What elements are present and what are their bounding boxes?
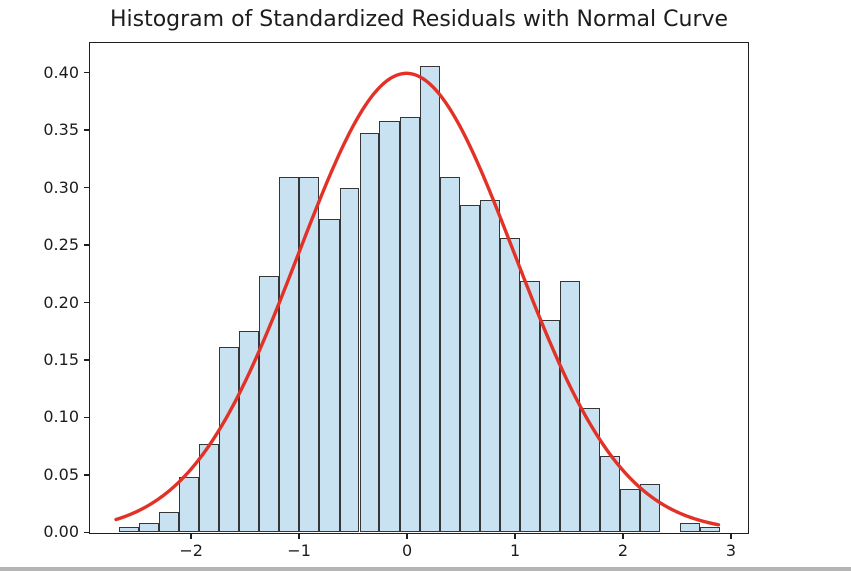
y-tick-label: 0.40 <box>43 62 79 82</box>
x-tick-mark <box>406 534 408 539</box>
y-tick-label: 0.05 <box>43 464 79 484</box>
histogram-bar <box>439 176 460 532</box>
x-tick-label: 2 <box>617 541 629 560</box>
x-tick-mark <box>298 534 300 539</box>
histogram-bar <box>459 205 480 532</box>
x-tick-label: −2 <box>179 541 203 560</box>
y-tick-label: 0.30 <box>43 177 79 197</box>
window-edge <box>0 567 851 571</box>
x-tick-label: 1 <box>509 541 521 560</box>
histogram-bar <box>559 281 580 532</box>
x-tick-label: 3 <box>725 541 737 560</box>
histogram-bar <box>279 176 300 532</box>
histogram-bar <box>479 199 500 532</box>
histogram-bar <box>139 522 160 532</box>
histogram-bar <box>639 483 660 532</box>
y-tick-mark <box>84 359 89 361</box>
y-tick-label: 0.10 <box>43 407 79 427</box>
histogram-bar <box>319 219 340 532</box>
y-tick-mark <box>84 186 89 189</box>
histogram-bar <box>499 237 520 532</box>
y-tick-label: 0.25 <box>43 235 79 255</box>
histogram-bar <box>579 407 600 532</box>
histogram-bar <box>419 66 440 532</box>
y-tick-mark <box>84 71 89 74</box>
plot-area <box>89 42 749 534</box>
histogram-bar <box>159 512 180 532</box>
histogram-bar <box>379 121 400 532</box>
x-tick-mark <box>730 534 732 539</box>
y-tick-mark <box>84 531 89 534</box>
chart-title: Histogram of Standardized Residuals with… <box>109 7 729 32</box>
x-tick-label: 0 <box>401 541 413 560</box>
histogram-bar <box>619 489 640 532</box>
x-tick-label: −1 <box>287 541 311 560</box>
histogram-bar <box>219 346 240 532</box>
y-tick-mark <box>84 301 89 304</box>
histogram-bar <box>339 188 360 532</box>
y-tick-label: 0.15 <box>43 350 79 369</box>
histogram-bar <box>399 116 420 532</box>
histogram-bar <box>239 330 260 532</box>
histogram-bar <box>679 522 700 532</box>
histogram-bar <box>259 275 280 532</box>
y-tick-mark <box>84 244 89 246</box>
histogram-bar <box>519 281 540 532</box>
histogram-bar <box>599 455 620 532</box>
x-tick-mark <box>622 534 624 539</box>
histogram-bar <box>119 527 140 532</box>
histogram-bar <box>299 176 320 532</box>
y-tick-label: 0.35 <box>43 120 79 140</box>
x-tick-mark <box>190 534 192 539</box>
y-tick-mark <box>84 474 89 476</box>
histogram-bar <box>359 132 380 532</box>
x-tick-mark <box>514 534 516 539</box>
histogram-bar <box>199 444 220 532</box>
histogram-bar <box>539 320 560 532</box>
y-tick-mark <box>84 416 89 419</box>
y-tick-mark <box>84 129 89 131</box>
y-tick-label: 0.20 <box>43 292 79 312</box>
histogram-bar <box>699 527 720 532</box>
histogram-bar <box>179 476 200 532</box>
y-tick-label: 0.00 <box>43 522 79 542</box>
